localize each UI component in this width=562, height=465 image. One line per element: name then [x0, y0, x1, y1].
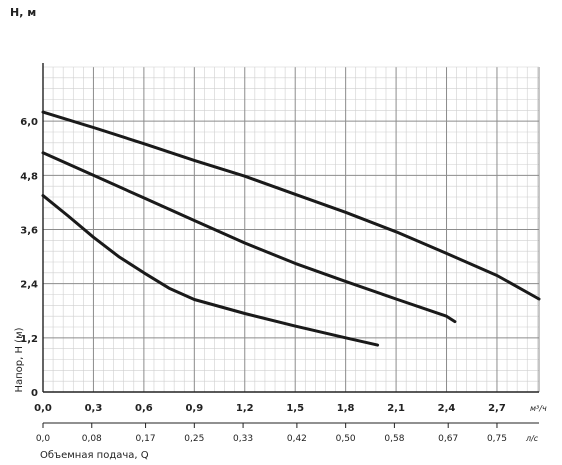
x-tick-label: 2,1: [387, 403, 405, 414]
x2-tick-label: 0,42: [287, 434, 307, 444]
x-tick-label: 0,9: [185, 403, 203, 414]
y-tick-label: 6,0: [20, 117, 38, 128]
x-tick-label: 0,3: [85, 403, 103, 414]
x-tick-label: 0,6: [135, 403, 153, 414]
x2-tick-label: 0,25: [184, 434, 204, 444]
x2-tick-label: 0,08: [82, 434, 102, 444]
x-tick-label: 1,8: [337, 403, 355, 414]
y-tick-label: 2,4: [20, 280, 38, 291]
x2-tick-label: 0,17: [136, 434, 156, 444]
y-axis-title: H, м: [10, 6, 36, 19]
x2-axis-unit: л/с: [525, 434, 539, 443]
x-tick-label: 0,0: [34, 403, 52, 414]
x2-tick-label: 0,75: [487, 434, 507, 444]
x2-tick-label: 0,58: [384, 434, 404, 444]
x-tick-label: 1,2: [236, 403, 254, 414]
x2-tick-label: 0,0: [36, 434, 51, 444]
y-tick-label: 1,2: [20, 334, 38, 345]
x2-tick-label: 0,33: [233, 434, 253, 444]
y-tick-label: 3,6: [20, 226, 38, 237]
tick-labels: 0 1,2 2,4 3,6 4,8 6,0 0,0 0,3 0,6 0,9 1,2 1,5 1,8 2,1…: [20, 117, 507, 444]
y-axis-label: Напор, Н (м): [14, 327, 25, 392]
major-grid: [42, 66, 540, 393]
series-group: [41, 110, 541, 347]
series-line-1: [41, 110, 541, 301]
x-axis-label: Объемная подача, Q: [40, 450, 149, 461]
axes: [42, 63, 539, 424]
x-axis-unit: м³/ч: [530, 404, 547, 413]
x2-tick-label: 0,50: [336, 434, 356, 444]
x2-tick-label: 0,67: [438, 434, 458, 444]
x-tick-label: 1,5: [286, 403, 304, 414]
series-line-2: [41, 151, 457, 324]
x-tick-label: 2,4: [438, 403, 456, 414]
y-tick-label: 0: [31, 388, 38, 399]
series-line-3: [41, 194, 380, 347]
y-tick-label: 4,8: [20, 171, 38, 182]
x-tick-label: 2,7: [488, 403, 506, 414]
